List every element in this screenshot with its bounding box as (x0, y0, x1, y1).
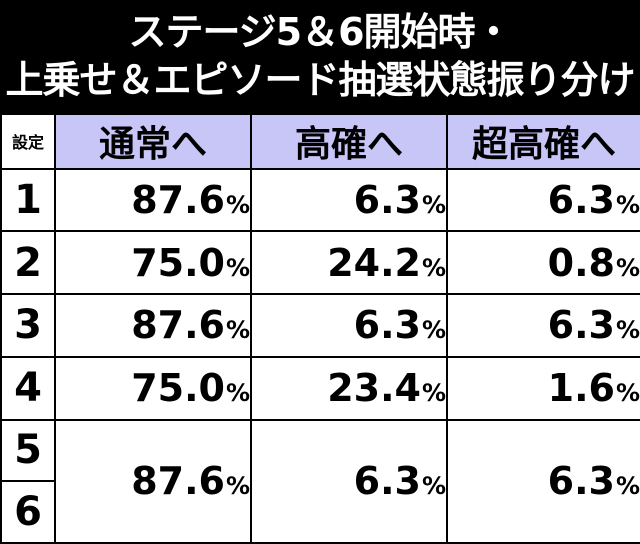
header-super-high: 超高確へ (446, 113, 640, 170)
high-value: 6.3% (250, 418, 448, 544)
title-line-2: 上乗せ＆エピソード抽選状態振り分け (5, 58, 635, 102)
table-row: 3 87.6% 6.3% 6.3% (0, 293, 640, 358)
normal-value: 87.6% (54, 293, 252, 358)
setting-level: 5 (0, 418, 56, 483)
header-row: 設定 通常へ 高確へ 超高確へ (0, 113, 640, 170)
table-row: 2 75.0% 24.2% 0.8% (0, 230, 640, 296)
super-high-value: 6.3% (446, 293, 640, 358)
page-title: ステージ5＆6開始時・ 上乗せ＆エピソード抽選状態振り分け (0, 0, 640, 112)
header-setting: 設定 (0, 113, 56, 170)
high-value: 23.4% (250, 355, 448, 421)
header-normal: 通常へ (54, 113, 252, 170)
header-high: 高確へ (250, 113, 448, 170)
normal-value: 87.6% (54, 418, 252, 544)
setting-level: 2 (0, 230, 56, 296)
title-line-1: ステージ5＆6開始時・ (128, 10, 512, 54)
super-high-value: 6.3% (446, 418, 640, 544)
super-high-value: 6.3% (446, 167, 640, 233)
table-row: 6 (0, 480, 640, 544)
table-row: 4 75.0% 23.4% 1.6% (0, 355, 640, 421)
super-high-value: 1.6% (446, 355, 640, 421)
setting-level: 1 (0, 167, 56, 233)
distribution-table: 設定 通常へ 高確へ 超高確へ 1 87.6% 6.3% 6.3% 2 75.0… (0, 113, 640, 544)
high-value: 6.3% (250, 167, 448, 233)
super-high-value: 0.8% (446, 230, 640, 296)
setting-level: 4 (0, 355, 56, 421)
high-value: 24.2% (250, 230, 448, 296)
normal-value: 75.0% (54, 230, 252, 296)
normal-value: 87.6% (54, 167, 252, 233)
setting-level: 3 (0, 293, 56, 358)
table-row: 5 87.6% 6.3% 6.3% (0, 418, 640, 544)
normal-value: 75.0% (54, 355, 252, 421)
setting-level: 6 (0, 480, 56, 544)
table-row: 1 87.6% 6.3% 6.3% (0, 167, 640, 233)
high-value: 6.3% (250, 293, 448, 358)
